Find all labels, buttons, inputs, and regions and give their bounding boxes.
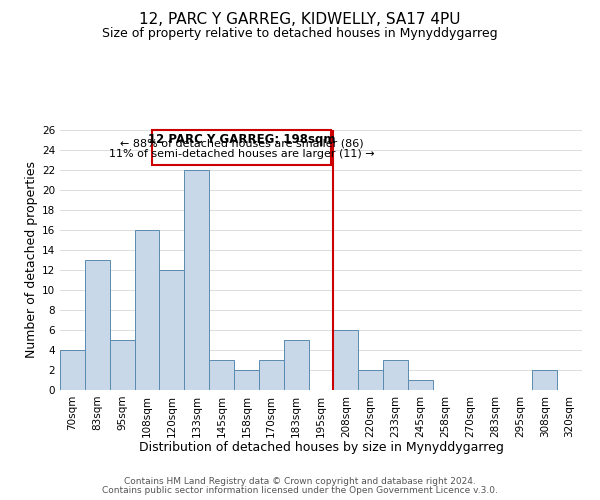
Bar <box>408 380 433 390</box>
Bar <box>184 170 209 390</box>
Bar <box>134 230 160 390</box>
Y-axis label: Number of detached properties: Number of detached properties <box>25 162 38 358</box>
Bar <box>160 270 184 390</box>
Bar <box>532 370 557 390</box>
Text: Size of property relative to detached houses in Mynyddygarreg: Size of property relative to detached ho… <box>102 28 498 40</box>
Bar <box>110 340 134 390</box>
Text: Contains HM Land Registry data © Crown copyright and database right 2024.: Contains HM Land Registry data © Crown c… <box>124 477 476 486</box>
Bar <box>234 370 259 390</box>
Bar <box>284 340 308 390</box>
Bar <box>209 360 234 390</box>
Bar <box>85 260 110 390</box>
Text: 12, PARC Y GARREG, KIDWELLY, SA17 4PU: 12, PARC Y GARREG, KIDWELLY, SA17 4PU <box>139 12 461 28</box>
Bar <box>60 350 85 390</box>
Text: ← 88% of detached houses are smaller (86): ← 88% of detached houses are smaller (86… <box>119 138 363 148</box>
Bar <box>383 360 408 390</box>
Bar <box>334 330 358 390</box>
FancyBboxPatch shape <box>152 130 331 165</box>
Text: 11% of semi-detached houses are larger (11) →: 11% of semi-detached houses are larger (… <box>109 149 374 159</box>
Bar <box>259 360 284 390</box>
Bar <box>358 370 383 390</box>
Text: 12 PARC Y GARREG: 198sqm: 12 PARC Y GARREG: 198sqm <box>148 132 335 145</box>
X-axis label: Distribution of detached houses by size in Mynyddygarreg: Distribution of detached houses by size … <box>139 441 503 454</box>
Text: Contains public sector information licensed under the Open Government Licence v.: Contains public sector information licen… <box>102 486 498 495</box>
